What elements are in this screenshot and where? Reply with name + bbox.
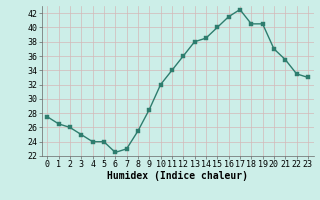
X-axis label: Humidex (Indice chaleur): Humidex (Indice chaleur) [107,171,248,181]
